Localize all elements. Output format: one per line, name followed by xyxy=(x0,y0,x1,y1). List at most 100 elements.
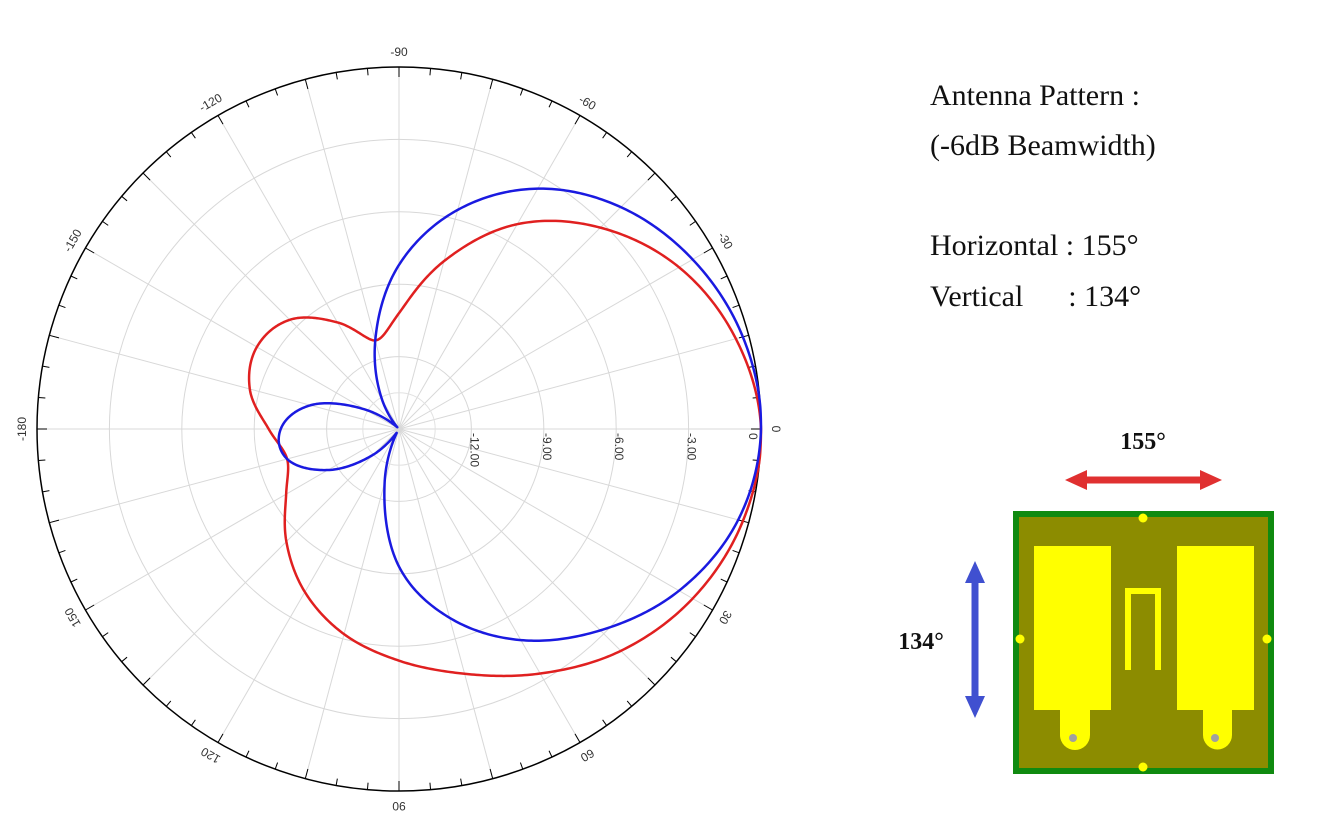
angle-tick xyxy=(548,750,553,758)
angle-tick xyxy=(245,100,250,108)
angle-tick xyxy=(190,132,196,139)
angle-tick xyxy=(519,762,524,770)
angle-tick xyxy=(429,782,432,790)
feed-point-right xyxy=(1211,734,1219,742)
angle-tick xyxy=(217,733,224,743)
angle-tick xyxy=(647,677,656,686)
angle-tick xyxy=(548,100,553,108)
mount-dot-top xyxy=(1138,513,1148,523)
angle-tick xyxy=(70,578,78,583)
angle-tick xyxy=(519,88,524,96)
angle-tick xyxy=(304,79,309,90)
angle-tick xyxy=(460,72,463,80)
grid-spoke xyxy=(398,428,494,779)
grid-spoke xyxy=(85,428,400,611)
left-patch xyxy=(1034,546,1111,748)
angle-tick xyxy=(335,72,338,80)
radial-label: -3.00 xyxy=(685,433,699,461)
polar-grid xyxy=(36,66,762,792)
angle-tick xyxy=(245,750,250,758)
grid-spoke xyxy=(217,115,400,430)
angle-tick xyxy=(165,151,172,158)
angle-tick xyxy=(670,195,677,202)
horizontal-arrow xyxy=(1065,470,1222,490)
angle-label: -90 xyxy=(390,45,408,59)
angle-tick xyxy=(602,132,608,139)
angle-tick xyxy=(38,459,46,462)
angle-tick xyxy=(626,700,633,707)
grid-spoke xyxy=(398,115,581,430)
mount-dot-left xyxy=(1015,634,1025,644)
angle-tick xyxy=(720,578,728,583)
angle-tick xyxy=(670,656,677,663)
grid-spoke xyxy=(85,247,400,430)
vertical-beamwidth: Vertical : 134° xyxy=(930,280,1142,313)
angle-tick xyxy=(121,656,128,663)
angle-label: 30 xyxy=(716,608,735,627)
radial-label: 0 xyxy=(746,433,760,440)
angle-tick xyxy=(366,68,369,76)
angle-tick xyxy=(647,172,656,181)
angle-tick xyxy=(703,604,713,611)
angle-tick xyxy=(58,304,66,309)
grid-ring xyxy=(108,138,690,720)
radial-label: -6.00 xyxy=(612,433,626,461)
angle-tick xyxy=(85,604,95,611)
angle-tick xyxy=(732,304,740,309)
antenna-board xyxy=(1013,511,1274,774)
grid-ring-inner xyxy=(362,392,436,466)
series-group xyxy=(247,187,763,678)
vertical-arrow xyxy=(965,561,985,718)
grid-spoke xyxy=(398,247,713,430)
right-feed-line xyxy=(1203,632,1232,750)
angle-tick xyxy=(142,677,151,686)
angle-tick xyxy=(720,275,728,280)
pattern-title: Antenna Pattern : xyxy=(930,79,1140,112)
angle-label: -60 xyxy=(576,92,598,113)
grid-spoke xyxy=(217,428,400,743)
angle-tick xyxy=(190,719,196,726)
grid-ring xyxy=(253,283,545,575)
angle-tick xyxy=(49,519,60,524)
angle-tick xyxy=(274,762,279,770)
angle-tick xyxy=(489,79,494,90)
angle-tick xyxy=(689,220,696,226)
grid-spoke xyxy=(398,428,713,611)
angle-tick xyxy=(102,632,109,638)
angle-tick xyxy=(85,247,95,254)
series-red-line xyxy=(247,219,763,678)
grid-spoke xyxy=(398,79,494,430)
angle-tick xyxy=(42,365,50,368)
angle-label: 0 xyxy=(769,426,783,433)
angle-tick xyxy=(49,334,60,339)
grid-ring xyxy=(326,356,472,502)
grid-spoke xyxy=(142,172,400,430)
angle-tick xyxy=(165,700,172,707)
angle-tick xyxy=(70,275,78,280)
angle-label: 90 xyxy=(392,799,406,813)
angle-label: -30 xyxy=(715,230,736,252)
series-blue-line xyxy=(277,187,763,642)
pattern-subtitle: (-6dB Beamwidth) xyxy=(930,129,1156,162)
angle-tick xyxy=(42,490,50,493)
angle-tick xyxy=(58,549,66,554)
feed-point-left xyxy=(1069,734,1077,742)
angle-tick xyxy=(429,68,432,76)
angle-tick xyxy=(689,632,696,638)
grid-spoke xyxy=(398,428,656,686)
grid-spoke xyxy=(49,334,400,430)
grid-spoke xyxy=(398,428,581,743)
angle-tick xyxy=(489,768,494,779)
grid-spoke xyxy=(142,428,400,686)
angle-tick xyxy=(335,778,338,786)
radial-labels: -12.00 -9.00 -6.00 -3.00 0 xyxy=(467,433,760,467)
angle-label: 120 xyxy=(198,744,223,766)
grid-spoke xyxy=(49,428,400,524)
center-element xyxy=(1125,588,1161,670)
right-patch xyxy=(1177,546,1254,710)
mount-dot-right xyxy=(1262,634,1272,644)
grid-spoke xyxy=(304,79,400,430)
angle-label: 150 xyxy=(61,605,83,630)
angle-label: -120 xyxy=(197,90,225,114)
angle-tick xyxy=(217,115,224,125)
